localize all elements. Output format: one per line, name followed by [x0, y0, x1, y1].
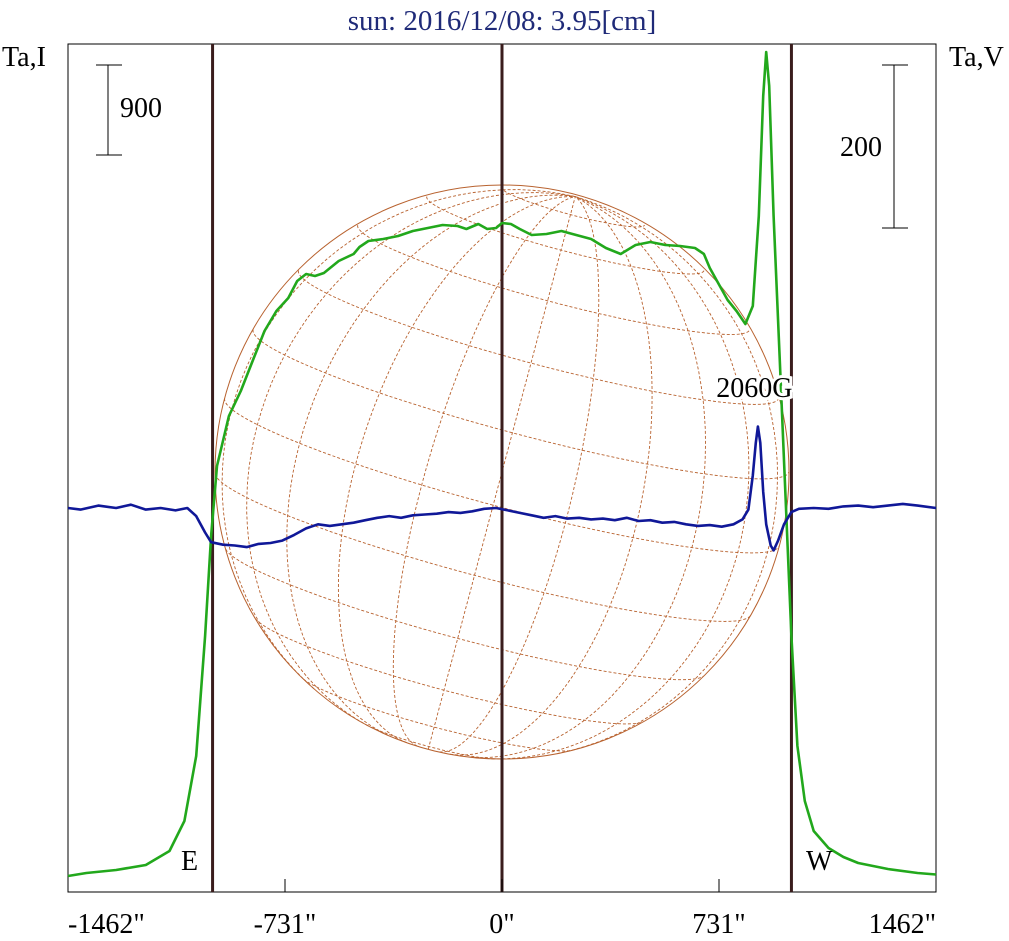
- parallel-line: [214, 473, 751, 622]
- meridian-line: [492, 196, 750, 760]
- chart-title: sun: 2016/12/08: 3.95[cm]: [348, 5, 657, 37]
- right-scale-bar: 200: [840, 64, 908, 229]
- parallel-line: [255, 618, 644, 725]
- x-tick-label: 1462": [869, 909, 936, 940]
- right-axis-label: Ta,V: [949, 42, 1004, 73]
- left-axis-label: Ta,I: [2, 42, 46, 73]
- meridian-line: [286, 194, 576, 736]
- meridian-line: [427, 196, 576, 750]
- meridian-line: [439, 196, 600, 753]
- parallel-line: [426, 196, 705, 275]
- polarization-series-line: [67, 425, 937, 552]
- meridian-line: [450, 196, 653, 756]
- series-layer: [67, 50, 937, 878]
- x-tick-label: -731": [254, 909, 317, 940]
- region-annotation: 2060G: [716, 373, 792, 404]
- x-tick-label: 731": [692, 909, 745, 940]
- right-scale-label: 200: [840, 132, 882, 163]
- heliographic-grid: [214, 186, 790, 760]
- limb-lines: [211, 44, 793, 892]
- intensity-series-line: [67, 50, 937, 878]
- parallel-line: [500, 186, 645, 228]
- parallel-line: [225, 548, 704, 681]
- meridian-line: [337, 196, 576, 744]
- limb-label-west: W: [806, 846, 833, 877]
- meridian-line: [557, 196, 778, 755]
- left-scale-label: 900: [120, 93, 162, 124]
- meridian-line: [221, 189, 576, 690]
- parallel-line: [366, 724, 495, 760]
- parallel-line: [357, 225, 751, 335]
- meridian-line: [392, 196, 576, 747]
- parallel-line: [297, 270, 780, 405]
- x-axis-ticks: -1462" -731" 0" 731" 1462": [67, 879, 937, 940]
- left-scale-bar: 900: [96, 64, 162, 156]
- parallel-line: [252, 329, 790, 480]
- meridian-line: [469, 196, 706, 759]
- limb-label-east: E: [181, 846, 198, 877]
- meridian-line: [246, 192, 576, 727]
- x-tick-label: -1462": [68, 909, 145, 940]
- parallel-line: [224, 398, 780, 554]
- x-tick-label: 0": [489, 909, 514, 940]
